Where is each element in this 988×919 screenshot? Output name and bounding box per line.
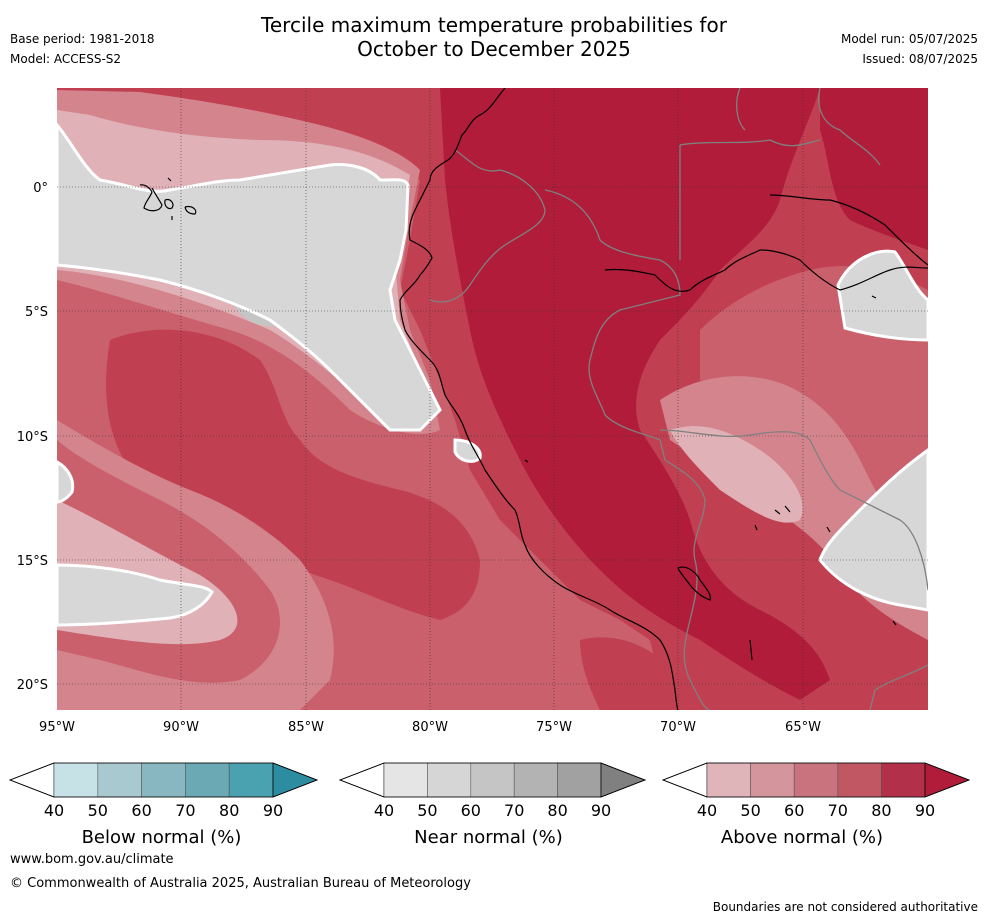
colorbar-tick-label: 50 [417,801,437,820]
colorbar-segment [185,762,230,798]
colorbar-outline [338,762,647,798]
coastline-amazon [604,249,928,292]
region-above-50-east [670,426,803,523]
colorbar-extend-high [600,762,647,798]
colorbar-tick-label: 90 [263,801,283,820]
map-area [57,88,928,710]
colorbar-title: Below normal (%) [82,827,242,848]
model-name: Model: ACCESS-S2 [10,52,122,66]
border-guyana [818,88,881,166]
footer-copyright: © Commonwealth of Australia 2025, Austra… [10,876,471,891]
galapagos-islands [139,177,197,220]
inland-lakes [524,295,897,661]
longitude-label: 70°W [660,720,696,735]
region-above-80-se [580,637,690,710]
colorbar-title: Above normal (%) [721,827,883,848]
country-borders [429,88,928,710]
colorbar-segment [837,762,882,798]
colorbar-extend-low [661,762,708,798]
colorbar-segment [470,762,515,798]
colorbar-extend-high [924,762,971,798]
colorbar-tick-label: 60 [784,801,804,820]
colorbar-segment [427,762,472,798]
colorbar-extend-low [338,762,385,798]
longitude-label: 75°W [536,720,572,735]
region-above-90-land [440,88,830,700]
meta-left: Base period: 1981-2018 Model: ACCESS-S2 [10,32,155,72]
colorbar-segment [706,762,751,798]
region-above-80-ocean [106,329,480,620]
issued-date: Issued: 08/07/2025 [862,52,978,66]
colorbar-segment [141,762,186,798]
coastline-orinoco [769,194,928,266]
longitude-label: 90°W [163,720,199,735]
border-venezuela [679,88,821,260]
colorbar-near: 40 50 60 70 80 90 Near normal (%) [338,762,647,848]
longitude-label: 80°W [412,720,448,735]
coastline-pacific [399,88,679,710]
latitude-label: 10°S [17,430,48,445]
colorbar-tick-label: 90 [915,801,935,820]
latitude-labels: 0° 5°S 10°S 15°S 20°S [17,181,48,693]
colorbar-tick-label: 50 [740,801,760,820]
colorbar-segment [513,762,558,798]
colorbar-below: 40 50 60 70 80 90 Below normal (%) [8,762,319,848]
longitude-label: 85°W [288,720,324,735]
colorbar-tick-label: 70 [175,801,195,820]
colorbar-segment [97,762,142,798]
colorbar-segment [53,762,99,798]
latitude-label: 15°S [17,554,48,569]
base-period: Base period: 1981-2018 [10,32,155,46]
colorbar-extend-high [272,762,319,798]
colorbar-tick-label: 80 [547,801,567,820]
lake-titicaca [677,566,711,601]
colorbar-extend-low [8,762,55,798]
colorbar-segment [383,762,428,798]
title-line-1: Tercile maximum temperature probabilitie… [261,13,727,37]
colorbar-tick-label: 50 [88,801,108,820]
colorbar-outline [8,762,319,798]
colorbar-title: Near normal (%) [414,827,563,848]
latitude-label: 20°S [17,678,48,693]
colorbar-tick-label: 80 [219,801,239,820]
colorbar-tick-label: 60 [461,801,481,820]
colorbar-segment [793,762,839,798]
footer-note: Boundaries are not considered authoritat… [712,900,978,914]
meta-right: Model run: 05/07/2025 Issued: 08/07/2025 [841,32,978,72]
colorbar-outline [661,762,971,798]
colorbar-segment [750,762,795,798]
colorbar-tick-label: 70 [504,801,524,820]
longitude-labels: 95°W 90°W 85°W 80°W 75°W 70°W 65°W [39,720,821,735]
title-line-2: October to December 2025 [357,37,631,61]
colorbar-tick-label: 40 [697,801,717,820]
colorbar-tick-label: 90 [591,801,611,820]
coastline [139,88,928,710]
longitude-label: 65°W [785,720,821,735]
chart-title: Tercile maximum temperature probabilitie… [0,13,988,61]
colorbars: 40 50 60 70 80 90 Below normal (%) 40 50 60 70 80 90… [8,762,971,848]
longitude-label: 95°W [39,720,75,735]
border-chile-argentina [869,664,928,710]
border-brazil-bolivia [659,429,928,591]
region-above-90-north [820,88,928,250]
graticule [57,88,928,710]
colorbar-tick-label: 40 [44,801,64,820]
colorbar-tick-label: 60 [131,801,151,820]
colorbar-segment [228,762,274,798]
colorbar-tick-label: 70 [828,801,848,820]
footer-url: www.bom.gov.au/climate [10,852,174,867]
latitude-label: 5°S [25,305,48,320]
border-peru-brazil [544,189,711,710]
colorbar-segment [881,762,926,798]
colorbar-segment [557,762,602,798]
colorbar-tick-label: 80 [871,801,891,820]
colorbar-tick-label: 40 [374,801,394,820]
colorbar-above: 40 50 60 70 80 90 Above normal (%) [661,762,971,848]
latitude-label: 0° [33,181,48,196]
model-run: Model run: 05/07/2025 [840,32,978,46]
border-colombia-ecuador [429,149,546,303]
